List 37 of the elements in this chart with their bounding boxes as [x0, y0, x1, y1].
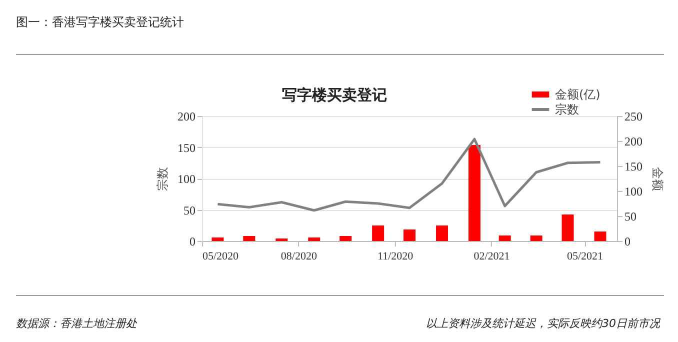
text: 以上资料涉及统计延迟，实际反映约30日前市况: [426, 316, 660, 331]
bar: [212, 238, 224, 241]
bar: [562, 214, 574, 241]
y-tick-label: 0: [190, 234, 196, 248]
y-tick-label: 150: [178, 140, 196, 155]
chart-subtitle: 写字楼买卖登记: [282, 86, 387, 105]
y-tick-label: 200: [178, 110, 196, 124]
text: 数据源：香港土地注册处: [16, 316, 137, 331]
x-tick-label: 02/2021: [474, 250, 510, 262]
x-tick-label: 08/2020: [280, 250, 318, 262]
y2-tick-label: 50: [624, 210, 636, 224]
y2-axis-title: 金额: [650, 167, 664, 191]
bar: [404, 230, 416, 241]
x-tick-label: 05/2020: [202, 250, 240, 262]
bar: [530, 236, 542, 241]
legend-label: 金额(亿): [555, 88, 600, 102]
bar: [243, 236, 256, 241]
y-tick-label: 50: [184, 203, 196, 218]
bar: [372, 226, 384, 241]
x-tick-label: 11/2020: [378, 250, 414, 262]
bar: [340, 236, 352, 241]
bar: [468, 145, 480, 241]
y2-tick-label: 200: [624, 134, 642, 148]
y-tick-label: 100: [178, 172, 196, 186]
line-series: [216, 138, 602, 212]
y2-tick-label: 250: [624, 110, 642, 124]
x-tick-label: 05/2021: [566, 250, 604, 262]
text: 图一：香港写字楼买卖登记统计: [16, 14, 184, 31]
y2-tick-label: 0: [624, 234, 630, 248]
bar: [436, 226, 448, 241]
bar: [308, 238, 320, 241]
bar: [594, 232, 606, 241]
legend-label: 宗数: [555, 102, 579, 116]
y2-tick-label: 100: [624, 184, 642, 198]
bar: [498, 236, 511, 241]
y2-tick-label: 150: [624, 160, 642, 174]
y-axis-title: 宗数: [156, 167, 170, 191]
